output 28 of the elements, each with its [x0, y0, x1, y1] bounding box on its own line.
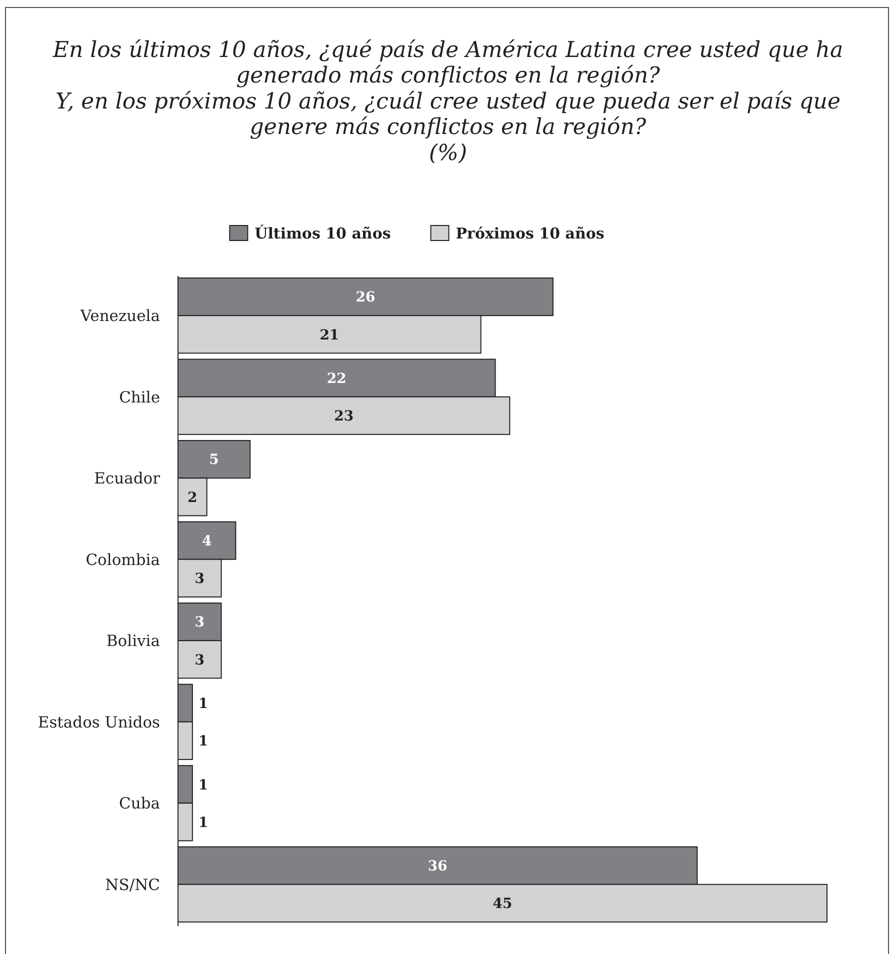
data-label: 5: [209, 452, 219, 468]
data-label: 26: [356, 290, 376, 306]
data-label: 3: [194, 652, 205, 668]
data-label: 3: [194, 614, 205, 631]
data-label: 1: [198, 696, 208, 712]
y-tick-label: Estados Unidos: [38, 713, 160, 732]
y-tick-label: Ecuador: [94, 470, 161, 488]
y-tick-label: Chile: [119, 388, 160, 406]
data-label: 3: [194, 571, 205, 588]
data-label: 1: [198, 777, 208, 794]
legend-label: Próximos 10 años: [456, 224, 604, 242]
y-tick-label: Cuba: [118, 794, 160, 813]
data-label: 36: [428, 858, 448, 875]
data-label: 23: [334, 408, 354, 425]
data-label: 2: [188, 490, 198, 506]
legend-label: Últimos 10 años: [254, 224, 391, 242]
y-tick-label: NS/NC: [105, 876, 160, 894]
data-label: 4: [202, 533, 212, 550]
chart-subtitle: (%): [428, 140, 468, 166]
y-tick-label: Bolivia: [106, 632, 160, 650]
data-label: 21: [320, 327, 340, 344]
chart-title: En los últimos 10 años, ¿qué país de América Latina cree usted que ha generado más conflictos en la región? Y, en los próximos 10 años, ¿cuál cree usted que pueda ser el país que genere más conflictos en la región?: [52, 38, 844, 140]
y-tick-label: Colombia: [86, 550, 160, 569]
data-label: 22: [326, 370, 346, 387]
y-tick-label: Venezuela: [79, 307, 160, 326]
data-label: 45: [492, 896, 512, 912]
data-label: 1: [198, 734, 208, 750]
data-label: 1: [198, 814, 208, 831]
